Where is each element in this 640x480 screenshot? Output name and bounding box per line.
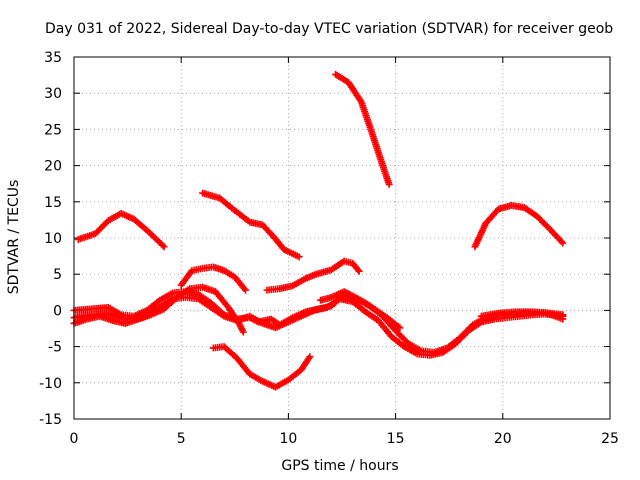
series-arc-11 (317, 288, 404, 332)
data-point (396, 324, 404, 332)
data-point (239, 328, 247, 336)
series-arc-4 (471, 201, 567, 251)
data-points (70, 70, 567, 391)
grid-lines (74, 57, 610, 419)
data-point (160, 243, 168, 251)
y-tick-labels: -15 -10 -5 0 5 10 15 20 25 30 35 (39, 50, 62, 428)
data-point (242, 286, 250, 294)
series-arc-6 (263, 257, 363, 294)
y-tick-label: 0 (53, 303, 62, 319)
y-tick-label: -10 (39, 376, 62, 392)
x-tick-label: 5 (177, 431, 186, 447)
x-tick-label: 20 (494, 431, 512, 447)
x-axis-label: GPS time / hours (281, 458, 398, 474)
data-point (559, 239, 567, 247)
x-tick-label: 0 (70, 431, 79, 447)
series-arc-3 (332, 70, 393, 188)
y-axis-label: SDTVAR / TECUs (6, 180, 22, 295)
series-arc-2 (199, 189, 303, 261)
series-arc-10 (70, 293, 567, 359)
series-arc-5 (177, 263, 250, 294)
x-tick-label: 25 (601, 431, 619, 447)
data-point (557, 238, 565, 246)
y-tick-label: 25 (44, 122, 62, 138)
y-tick-label: 15 (44, 195, 62, 211)
data-point (385, 180, 393, 188)
chart-title: Day 031 of 2022, Sidereal Day-to-day VTE… (45, 21, 613, 37)
y-tick-label: 5 (53, 267, 62, 283)
series-arc-1 (74, 209, 168, 251)
y-tick-label: 35 (44, 50, 62, 66)
y-tick-label: -5 (48, 340, 62, 356)
data-point (295, 253, 303, 261)
series-arc-12 (477, 308, 567, 323)
data-point (355, 267, 363, 275)
plot-frame (73, 56, 611, 420)
y-tick-label: 20 (44, 159, 62, 175)
y-tick-label: -15 (39, 412, 62, 428)
y-tick-label: 10 (44, 231, 62, 247)
x-tick-label: 15 (387, 431, 405, 447)
y-tick-label: 30 (44, 86, 62, 102)
x-tick-label: 10 (279, 431, 297, 447)
x-tick-labels: 0 5 10 15 20 25 (70, 431, 619, 447)
data-point (159, 241, 167, 249)
series-arc-7 (209, 343, 314, 391)
data-point (306, 353, 314, 361)
data-point (559, 315, 567, 323)
